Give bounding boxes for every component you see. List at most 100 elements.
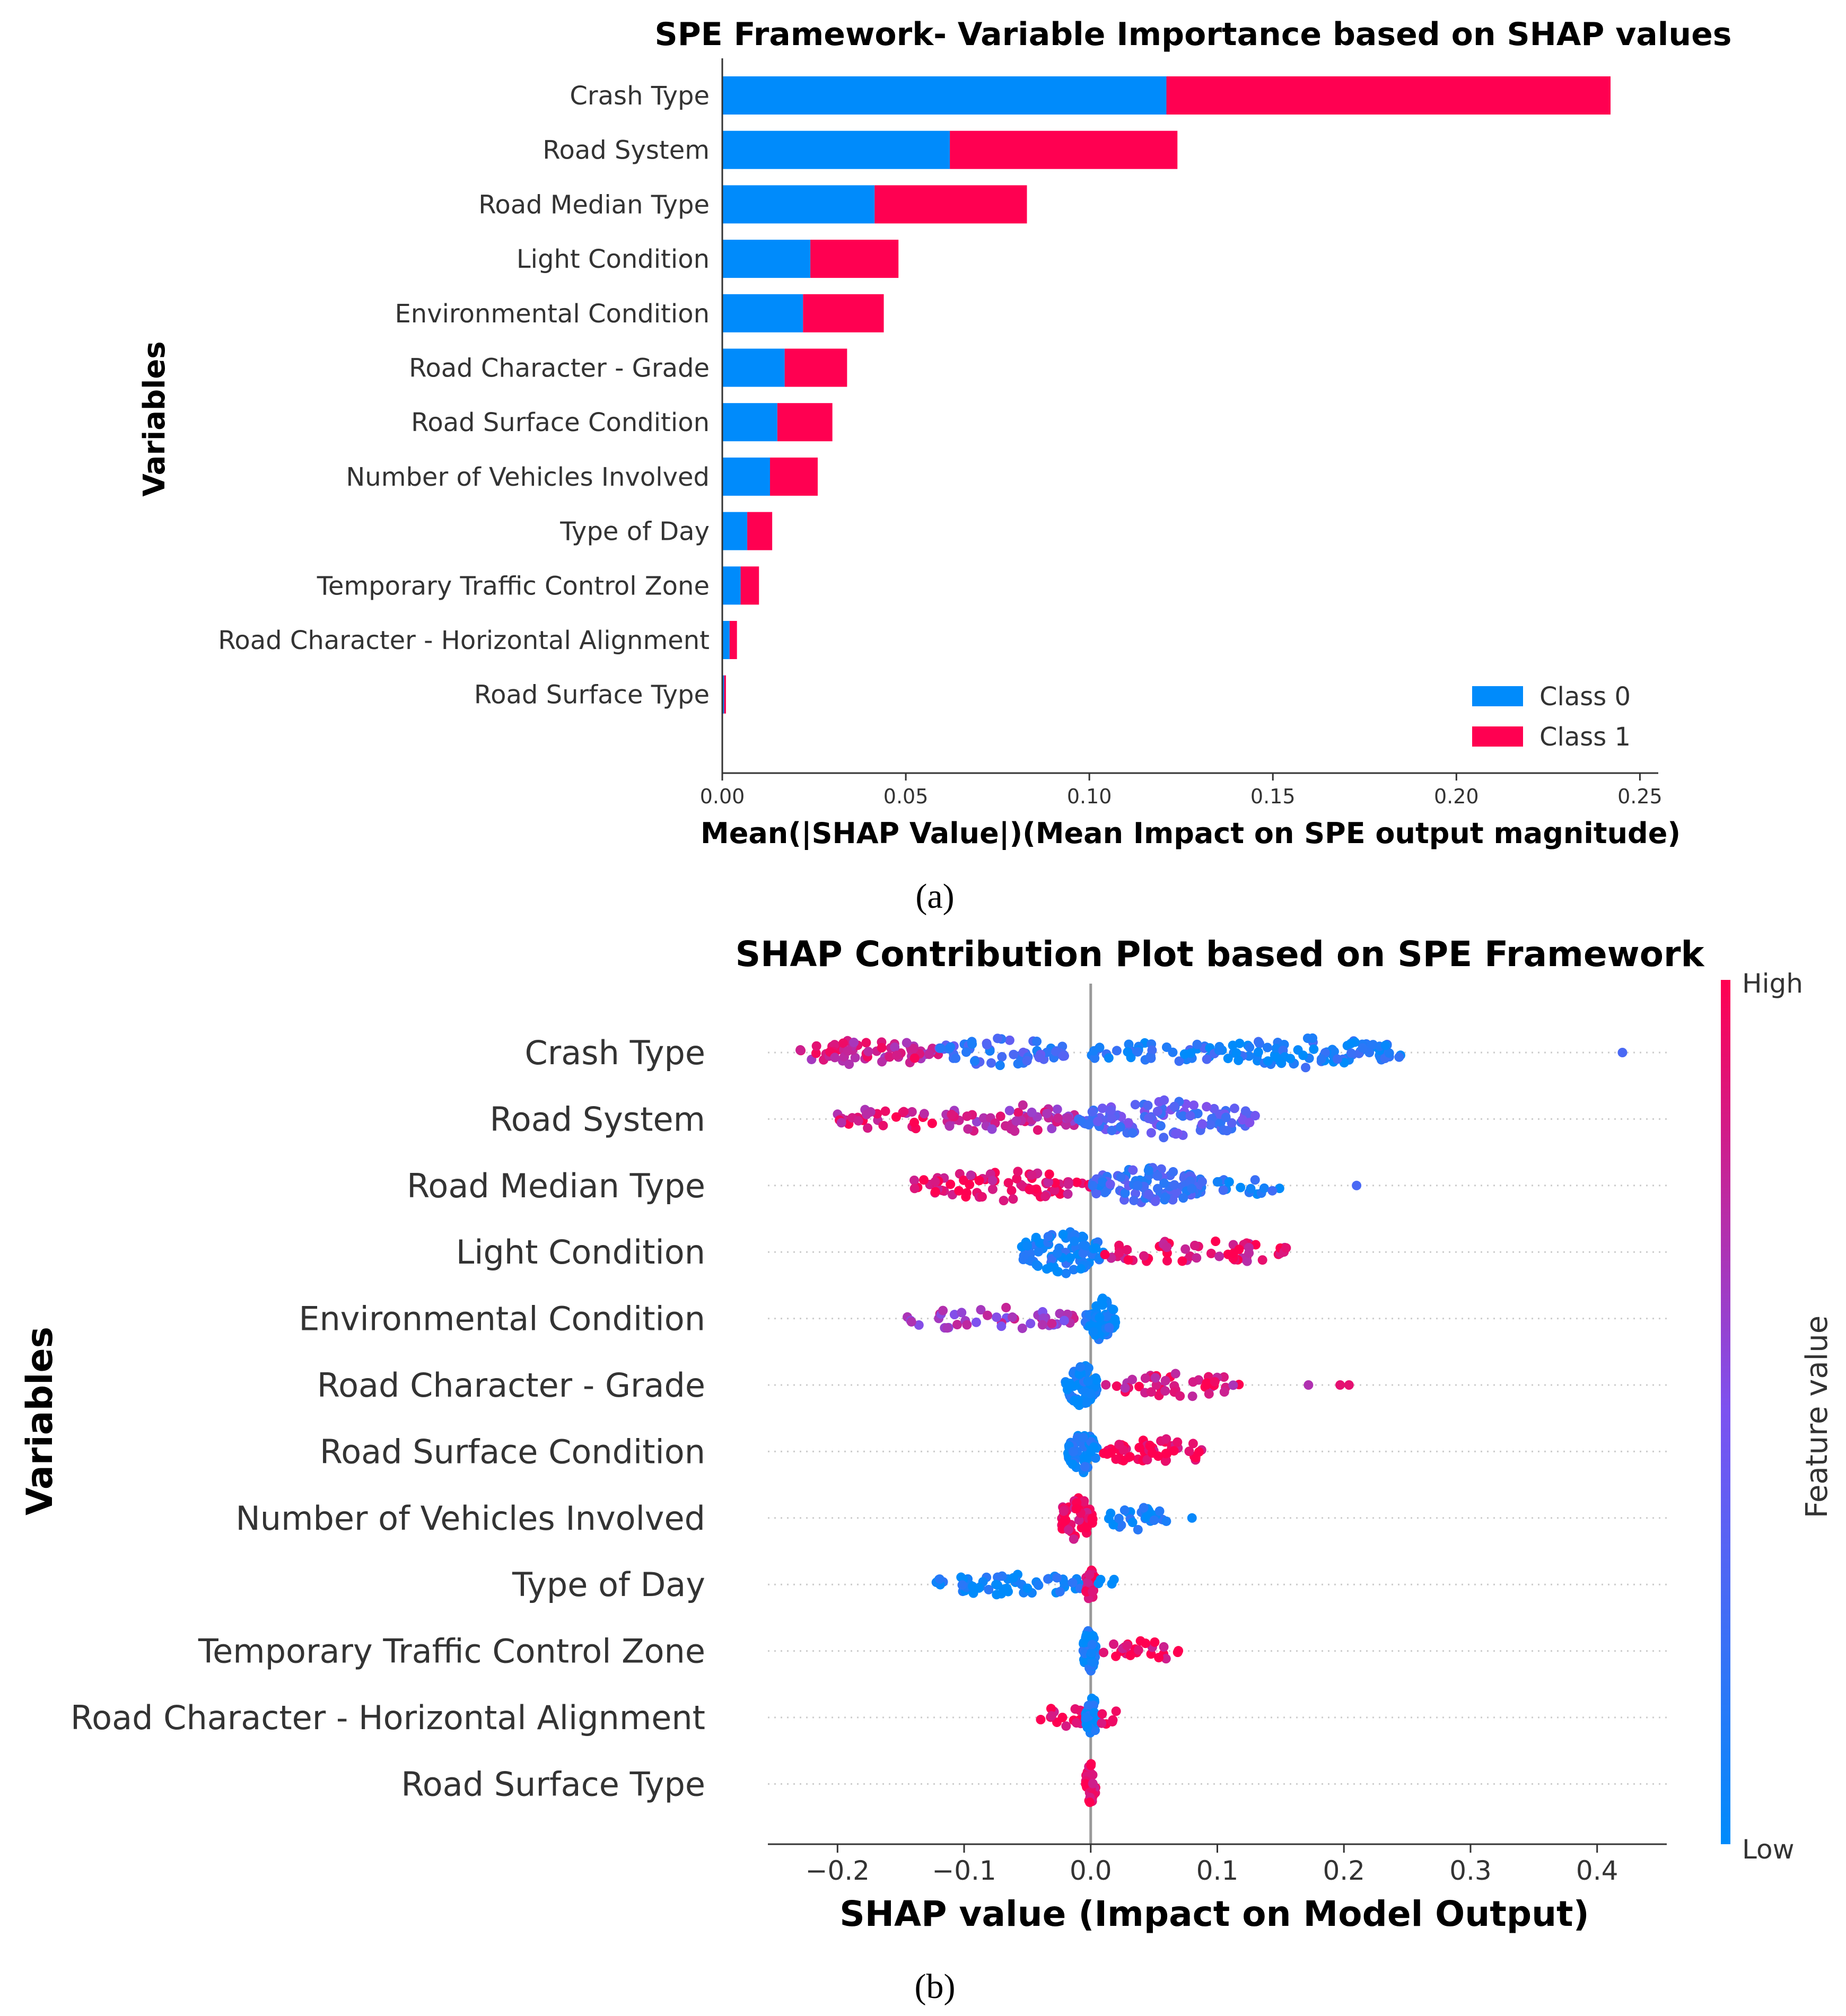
shap-point xyxy=(1352,1180,1362,1190)
shap-point xyxy=(1100,1249,1110,1259)
shap-point xyxy=(1159,1178,1169,1188)
shap-point xyxy=(1106,1448,1116,1458)
shap-point xyxy=(1111,1651,1121,1661)
shap-point xyxy=(1161,1449,1171,1459)
shap-point xyxy=(1133,1524,1143,1535)
shap-point xyxy=(1088,1778,1098,1789)
shap-point xyxy=(907,1107,917,1117)
shap-point xyxy=(1152,1171,1162,1181)
shap-point xyxy=(1097,1709,1107,1719)
shap-point xyxy=(1617,1048,1628,1057)
shap-point xyxy=(993,1572,1003,1582)
shap-point xyxy=(1262,1042,1272,1053)
x-tick-label-a: 0.00 xyxy=(700,785,745,808)
shap-point xyxy=(1083,1363,1093,1373)
shap-point xyxy=(1104,1322,1114,1333)
shap-point xyxy=(1246,1184,1256,1194)
shap-point xyxy=(952,1320,963,1330)
shap-point xyxy=(1244,1248,1254,1258)
shap-point xyxy=(1063,1189,1073,1199)
shap-point xyxy=(1044,1169,1054,1179)
shap-point xyxy=(1086,1760,1096,1770)
shap-point xyxy=(1034,1580,1044,1590)
shap-point xyxy=(1058,1230,1068,1240)
shap-point xyxy=(1154,1653,1164,1663)
shap-point xyxy=(1089,1701,1099,1711)
shap-point xyxy=(1159,1642,1169,1652)
shap-point xyxy=(930,1177,940,1187)
category-label-b-temporary-traffic-control-zone: Temporary Traffic Control Zone xyxy=(198,1632,705,1671)
shap-point xyxy=(1222,1126,1232,1136)
shap-point xyxy=(1052,1248,1062,1258)
shap-point xyxy=(1184,1447,1194,1457)
shap-point xyxy=(1171,1129,1181,1139)
shap-point xyxy=(1202,1378,1212,1388)
shap-point xyxy=(978,1113,988,1123)
shap-point xyxy=(1013,1108,1023,1118)
shap-point xyxy=(909,1117,920,1127)
shap-point xyxy=(863,1047,873,1057)
shap-point xyxy=(1019,1251,1029,1261)
bar-road-character-grade-class-1 xyxy=(784,348,847,387)
bar-environmental-condition-class-0 xyxy=(722,294,803,332)
shap-point xyxy=(1146,1128,1156,1138)
shap-point xyxy=(1088,1327,1098,1337)
shap-point xyxy=(1078,1248,1088,1258)
shap-point xyxy=(1308,1033,1318,1043)
shap-point xyxy=(995,1060,1005,1071)
shap-point xyxy=(1062,1384,1072,1395)
shap-point xyxy=(1204,1389,1214,1399)
category-label-type-of-day: Type of Day xyxy=(559,517,710,547)
shap-point xyxy=(987,1184,998,1194)
shap-point xyxy=(1214,1041,1224,1051)
shap-point xyxy=(1076,1264,1086,1274)
shap-point xyxy=(1031,1232,1041,1242)
shap-point xyxy=(1129,1195,1139,1205)
shap-point xyxy=(1210,1377,1220,1387)
bar-road-surface-condition-class-1 xyxy=(777,403,833,442)
shap-point xyxy=(991,1580,1001,1590)
shap-point xyxy=(1135,1636,1145,1646)
category-labels-b: Crash Type Road System Road Median Type Lig… xyxy=(71,1033,705,1803)
shap-point xyxy=(811,1041,821,1051)
shap-point xyxy=(795,1045,806,1055)
shap-point xyxy=(1026,1319,1036,1329)
shap-point xyxy=(1253,1047,1263,1057)
chart-a-title: SPE Framework- Variable Importance based… xyxy=(655,16,1732,53)
shap-point xyxy=(1013,1059,1023,1069)
shap-point xyxy=(1245,1042,1255,1053)
colorbar-high-label: High xyxy=(1742,968,1803,999)
shap-point xyxy=(1244,1051,1254,1061)
shap-point xyxy=(1211,1237,1221,1247)
shap-point xyxy=(1080,1462,1090,1472)
shap-point xyxy=(1212,1177,1222,1187)
chart-a-xlabel: Mean(|SHAP Value|)(Mean Impact on SPE ou… xyxy=(701,817,1681,850)
legend-swatch-class-1 xyxy=(1472,726,1523,747)
shap-point xyxy=(1057,1712,1068,1722)
shap-point xyxy=(1089,1442,1099,1452)
shap-point xyxy=(1380,1040,1390,1050)
shap-point xyxy=(1061,1721,1071,1731)
shap-point xyxy=(1009,1049,1019,1059)
shap-point xyxy=(927,1118,937,1128)
shap-point xyxy=(1088,1631,1098,1641)
shap-point xyxy=(1309,1044,1319,1054)
panel-label-a: (a) xyxy=(915,877,954,916)
shap-point xyxy=(1335,1380,1345,1390)
shap-point xyxy=(877,1057,887,1067)
shap-point xyxy=(967,1039,977,1049)
shap-point xyxy=(1112,1381,1122,1391)
shap-point xyxy=(1257,1255,1267,1265)
shap-point xyxy=(946,1042,956,1052)
shap-point xyxy=(1189,1240,1200,1250)
shap-point xyxy=(1120,1188,1130,1198)
colorbar: High Low Feature value xyxy=(1721,968,1834,1865)
shap-point xyxy=(1037,1320,1047,1330)
shap-point xyxy=(954,1186,964,1196)
shap-point xyxy=(1161,1042,1171,1052)
shap-point xyxy=(1105,1179,1115,1189)
shap-point xyxy=(1197,1177,1207,1187)
shap-point xyxy=(1160,1192,1170,1202)
shap-point xyxy=(1008,1312,1018,1322)
